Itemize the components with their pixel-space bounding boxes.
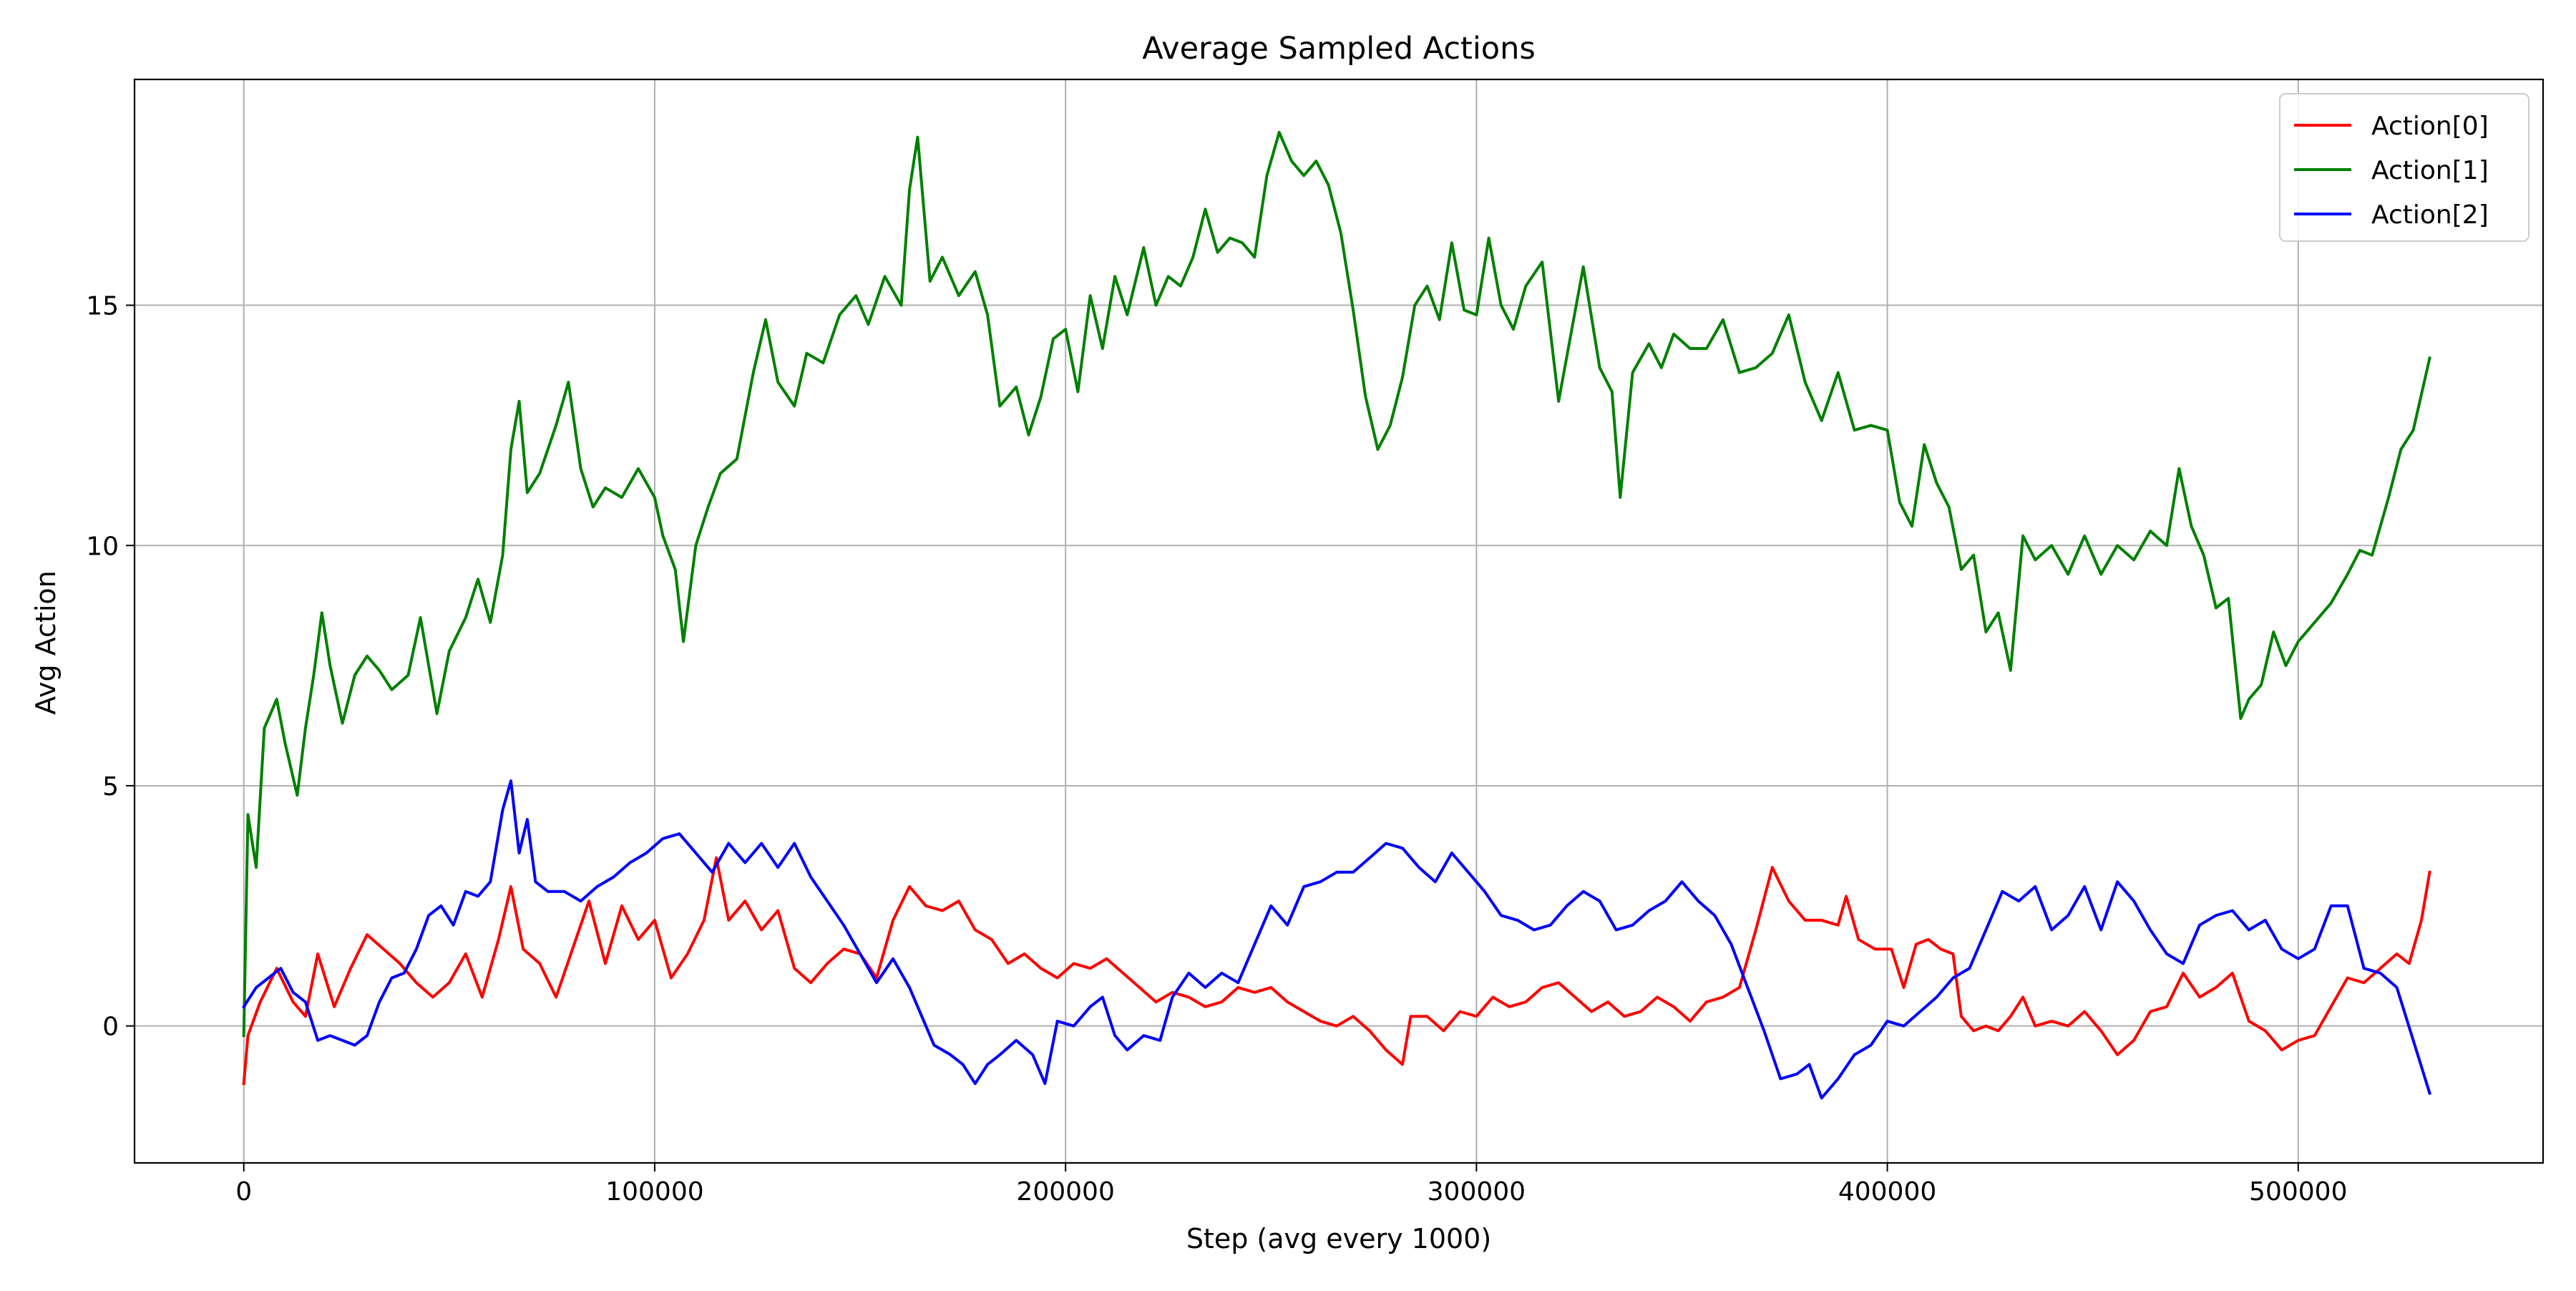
y-tick-label: 0 [102, 1013, 119, 1042]
legend-label: Action[2] [2371, 200, 2489, 230]
legend-label: Action[0] [2371, 112, 2489, 141]
series-lines [241, 130, 2432, 1100]
legend-box [2279, 93, 2529, 242]
y-tick-label: 10 [86, 532, 119, 561]
x-tick-label: 300000 [1428, 1177, 1526, 1207]
legend: Action[0] Action[1] Action[2] [2279, 93, 2529, 242]
series-line-action-1 [242, 130, 2431, 1038]
chart-title: Average Sampled Actions [1142, 31, 1536, 67]
y-axis-label: Avg Action [30, 570, 62, 714]
x-tick-label: 500000 [2249, 1177, 2347, 1207]
y-tick-label: 5 [102, 772, 119, 802]
axis-ticks: 0 100000 200000 300000 400000 500000 0 5 10 15 [86, 292, 2347, 1207]
x-tick-label: 200000 [1016, 1177, 1114, 1207]
series-line-action-2 [241, 779, 2432, 1100]
legend-label: Action[1] [2371, 156, 2489, 185]
y-tick-label: 15 [86, 292, 119, 321]
x-tick-label: 400000 [1838, 1177, 1936, 1207]
plot-frame [133, 78, 2545, 1164]
x-axis-label: Step (avg every 1000) [1186, 1223, 1491, 1255]
x-tick-label: 0 [235, 1177, 252, 1207]
series-line-action-0 [242, 856, 2431, 1086]
x-tick-label: 100000 [605, 1177, 703, 1207]
